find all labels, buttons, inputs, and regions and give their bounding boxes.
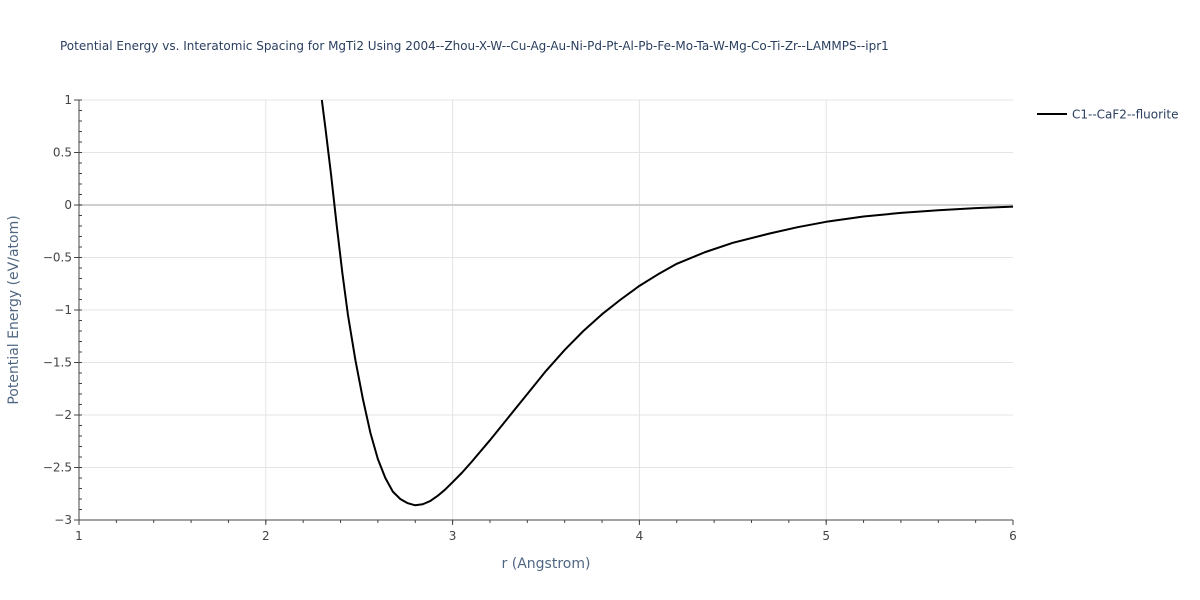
plot-area xyxy=(320,99,1014,507)
y-tick-labels: 1 0.5 0 −0.5 −1 −1.5 −2 −2.5 −3 xyxy=(43,93,72,527)
x-tick-label: 2 xyxy=(262,529,270,543)
grid xyxy=(79,99,1013,520)
y-tick-label: −1.5 xyxy=(43,356,72,370)
x-tick-label: 5 xyxy=(822,529,830,543)
x-tick-labels: 1 2 3 4 5 6 xyxy=(75,529,1017,543)
x-axis-title: r (Angstrom) xyxy=(502,556,591,572)
legend-label: C1--CaF2--fluorite xyxy=(1072,108,1178,122)
y-tick-label: 0 xyxy=(64,198,72,212)
axes xyxy=(74,99,1014,525)
y-tick-label: −3 xyxy=(54,513,72,527)
x-tick-label: 4 xyxy=(636,529,644,543)
y-tick-label: −2.5 xyxy=(43,461,72,475)
x-tick-label: 3 xyxy=(449,529,457,543)
legend[interactable]: C1--CaF2--fluorite xyxy=(1037,108,1178,122)
y-tick-label: 0.5 xyxy=(53,146,72,160)
y-tick-label: −1 xyxy=(54,303,72,317)
x-tick-label: 1 xyxy=(75,529,83,543)
y-tick-label: 1 xyxy=(64,93,72,107)
y-axis-title: Potential Energy (eV/atom) xyxy=(6,215,22,404)
y-tick-label: −0.5 xyxy=(43,251,72,265)
chart-title: Potential Energy vs. Interatomic Spacing… xyxy=(60,39,889,53)
y-tick-label: −2 xyxy=(54,408,72,422)
x-tick-label: 6 xyxy=(1009,529,1017,543)
series-line[interactable] xyxy=(320,99,1014,507)
